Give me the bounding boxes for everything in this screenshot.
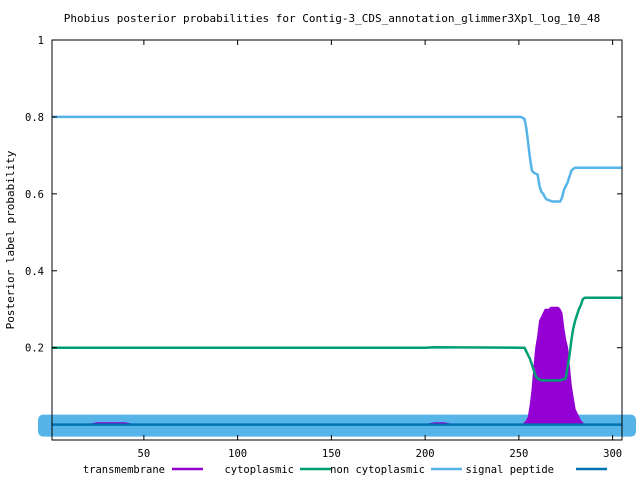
axis-ticks: 50 100 150 200 250 300 0.2 0.4 0.6 0.8 1	[25, 35, 622, 460]
transmembrane-area	[51, 306, 623, 426]
non-cytoplasmic-line	[52, 115, 622, 203]
series-lines	[52, 115, 622, 426]
cytoplasmic-line	[52, 296, 622, 382]
y-tick-label: 0.8	[25, 112, 44, 124]
x-tick-label: 100	[228, 448, 247, 460]
y-tick-label: 0.6	[25, 189, 44, 201]
x-tick-label: 250	[509, 448, 528, 460]
x-tick-label: 150	[322, 448, 341, 460]
chart-title: Phobius posterior probabilities for Cont…	[64, 12, 600, 25]
legend-label: transmembrane	[83, 464, 165, 476]
y-axis-label: Posterior label probability	[4, 150, 17, 329]
legend-label: non cytoplasmic	[330, 464, 425, 476]
transmembrane-impulses	[51, 306, 623, 426]
x-tick-label: 200	[416, 448, 435, 460]
legend: transmembrane cytoplasmic non cytoplasmic s…	[83, 464, 607, 476]
x-tick-label: 300	[603, 448, 622, 460]
legend-label: cytoplasmic	[224, 464, 294, 476]
x-tick-label: 50	[138, 448, 151, 460]
y-tick-label: 0.2	[25, 343, 44, 355]
legend-label: signal peptide	[465, 464, 554, 476]
plot-frame	[51, 39, 623, 441]
y-tick-label: 0.4	[25, 266, 44, 278]
y-tick-label: 1	[38, 35, 44, 47]
